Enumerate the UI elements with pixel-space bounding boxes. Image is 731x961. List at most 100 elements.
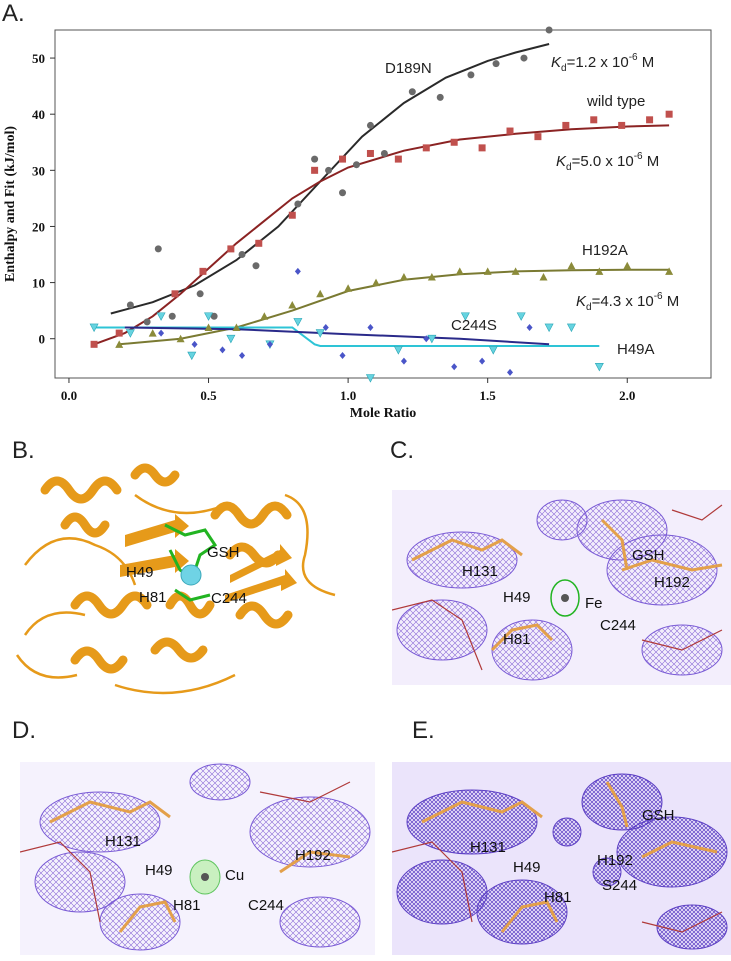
loops xyxy=(15,493,336,695)
density-map-c-svg: H131 H49 Fe GSH H192 H81 C244 xyxy=(392,499,723,681)
panel-letter-b: B. xyxy=(12,437,35,464)
data-point-wild-type xyxy=(478,144,486,152)
data-point-h49a xyxy=(294,267,301,275)
residue-sticks xyxy=(49,800,351,933)
data-point-d189n xyxy=(325,166,333,174)
label-h49: H49 xyxy=(513,859,541,876)
data-point-h49a xyxy=(367,323,374,331)
data-point-h49a xyxy=(266,340,273,348)
data-point-d189n xyxy=(380,149,388,157)
data-point-h49a xyxy=(423,335,430,343)
data-point-h192a xyxy=(148,329,157,337)
thin-sticks xyxy=(20,781,351,923)
data-point-d189n xyxy=(545,26,553,34)
data-point-c244s xyxy=(393,346,403,355)
data-point-wild-type xyxy=(115,329,123,337)
data-point-c244s xyxy=(293,318,303,327)
data-point-c244s xyxy=(156,312,166,321)
data-point-wild-type xyxy=(590,116,598,124)
data-point-h192a xyxy=(372,278,381,287)
y-tick-label: 0 xyxy=(39,332,46,347)
data-point-d189n xyxy=(492,60,500,68)
data-point-h192a xyxy=(665,267,674,275)
x-tick-label: 0.5 xyxy=(200,388,217,403)
data-point-h192a xyxy=(260,312,269,320)
data-point-h49a xyxy=(239,352,246,360)
data-point-h192a xyxy=(427,272,436,281)
series-label-wild-type: wild type xyxy=(586,93,645,110)
data-point-d189n xyxy=(520,54,528,62)
data-point-h192a xyxy=(511,267,520,275)
data-point-h192a xyxy=(455,267,464,275)
data-point-d189n xyxy=(436,93,444,101)
data-point-h49a xyxy=(322,323,329,331)
label-h192: H192 xyxy=(654,574,690,591)
data-point-h192a xyxy=(595,267,604,275)
metal-ion xyxy=(180,564,202,586)
y-axis-title: Enthalpy and Fit (kJ/mol) xyxy=(3,126,18,282)
data-point-d189n xyxy=(352,161,360,169)
data-point-wild-type xyxy=(90,340,98,348)
fit-line-wild-type xyxy=(93,124,670,346)
data-point-c244s xyxy=(125,329,135,338)
label-h131: H131 xyxy=(470,839,506,856)
label-h192: H192 xyxy=(597,852,633,869)
series-label-c244s: C244S xyxy=(451,317,497,334)
data-point-wild-type xyxy=(255,239,263,247)
data-point-h192a xyxy=(344,284,353,292)
data-point-c244s xyxy=(315,329,325,338)
density-blobs xyxy=(396,773,728,950)
x-axis-title: Mole Ratio xyxy=(350,406,416,421)
y-tick-label: 30 xyxy=(32,163,45,178)
data-point-d189n xyxy=(143,318,151,326)
label-h49: H49 xyxy=(503,589,531,606)
data-point-h192a xyxy=(115,340,124,348)
label-c244: C244 xyxy=(248,897,284,914)
itc-chart: 0.0 0.5 1.0 1.5 2.0 0 10 20 30 40 50 Mole Ratio E… xyxy=(3,26,712,421)
data-point-c244s xyxy=(187,351,197,361)
data-point-c244s xyxy=(544,323,554,333)
data-point-wild-type xyxy=(288,211,296,219)
x-tick-label: 0.0 xyxy=(61,388,77,403)
data-point-d189n xyxy=(168,312,176,320)
label-cu: Cu xyxy=(225,867,244,884)
data-point-h192a xyxy=(483,267,492,275)
data-point-wild-type xyxy=(534,133,542,141)
data-point-c244s xyxy=(427,334,437,344)
label-c244: C244 xyxy=(600,617,636,634)
data-point-d189n xyxy=(408,88,416,96)
data-point-c244s xyxy=(460,312,470,321)
data-point-h49a xyxy=(479,357,486,365)
kd-label-h192a: Kd=4.3 x 10-6 M xyxy=(576,291,679,313)
y-axis: 0 10 20 30 40 50 xyxy=(32,51,55,347)
label-gsh: GSH xyxy=(207,544,240,561)
data-point-wild-type xyxy=(422,144,430,152)
data-point-h192a xyxy=(232,323,241,331)
metal-atom xyxy=(561,594,569,602)
data-point-d189n xyxy=(154,245,162,253)
data-point-h192a xyxy=(567,261,576,270)
thin-sticks xyxy=(392,504,723,671)
x-tick-label: 2.0 xyxy=(619,388,635,403)
data-point-c244s xyxy=(226,334,236,344)
kd-label-d189n: Kd=1.2 x 10-6 M xyxy=(551,52,654,74)
label-gsh: GSH xyxy=(632,547,665,564)
x-axis: 0.0 0.5 1.0 1.5 2.0 xyxy=(61,378,635,403)
density-blobs xyxy=(396,499,723,681)
data-point-wild-type xyxy=(450,138,458,146)
data-point-wild-type xyxy=(311,166,319,174)
panel-letter-c: C. xyxy=(390,437,414,464)
plot-frame xyxy=(54,29,712,379)
data-point-d189n xyxy=(339,189,347,197)
data-point-wild-type xyxy=(366,149,374,157)
label-h81: H81 xyxy=(139,589,167,606)
data-point-h192a xyxy=(204,323,213,331)
label-s244: S244 xyxy=(602,877,637,894)
data-point-c244s xyxy=(488,346,498,355)
density-map-e: H131 H49 GSH H192 S244 H81 xyxy=(392,762,731,955)
data-point-c244s xyxy=(516,312,526,321)
data-point-c244s xyxy=(204,312,214,321)
fit-line-h49a xyxy=(124,326,550,346)
data-point-d189n xyxy=(252,262,260,270)
panel-letter-a: A. xyxy=(2,0,25,27)
